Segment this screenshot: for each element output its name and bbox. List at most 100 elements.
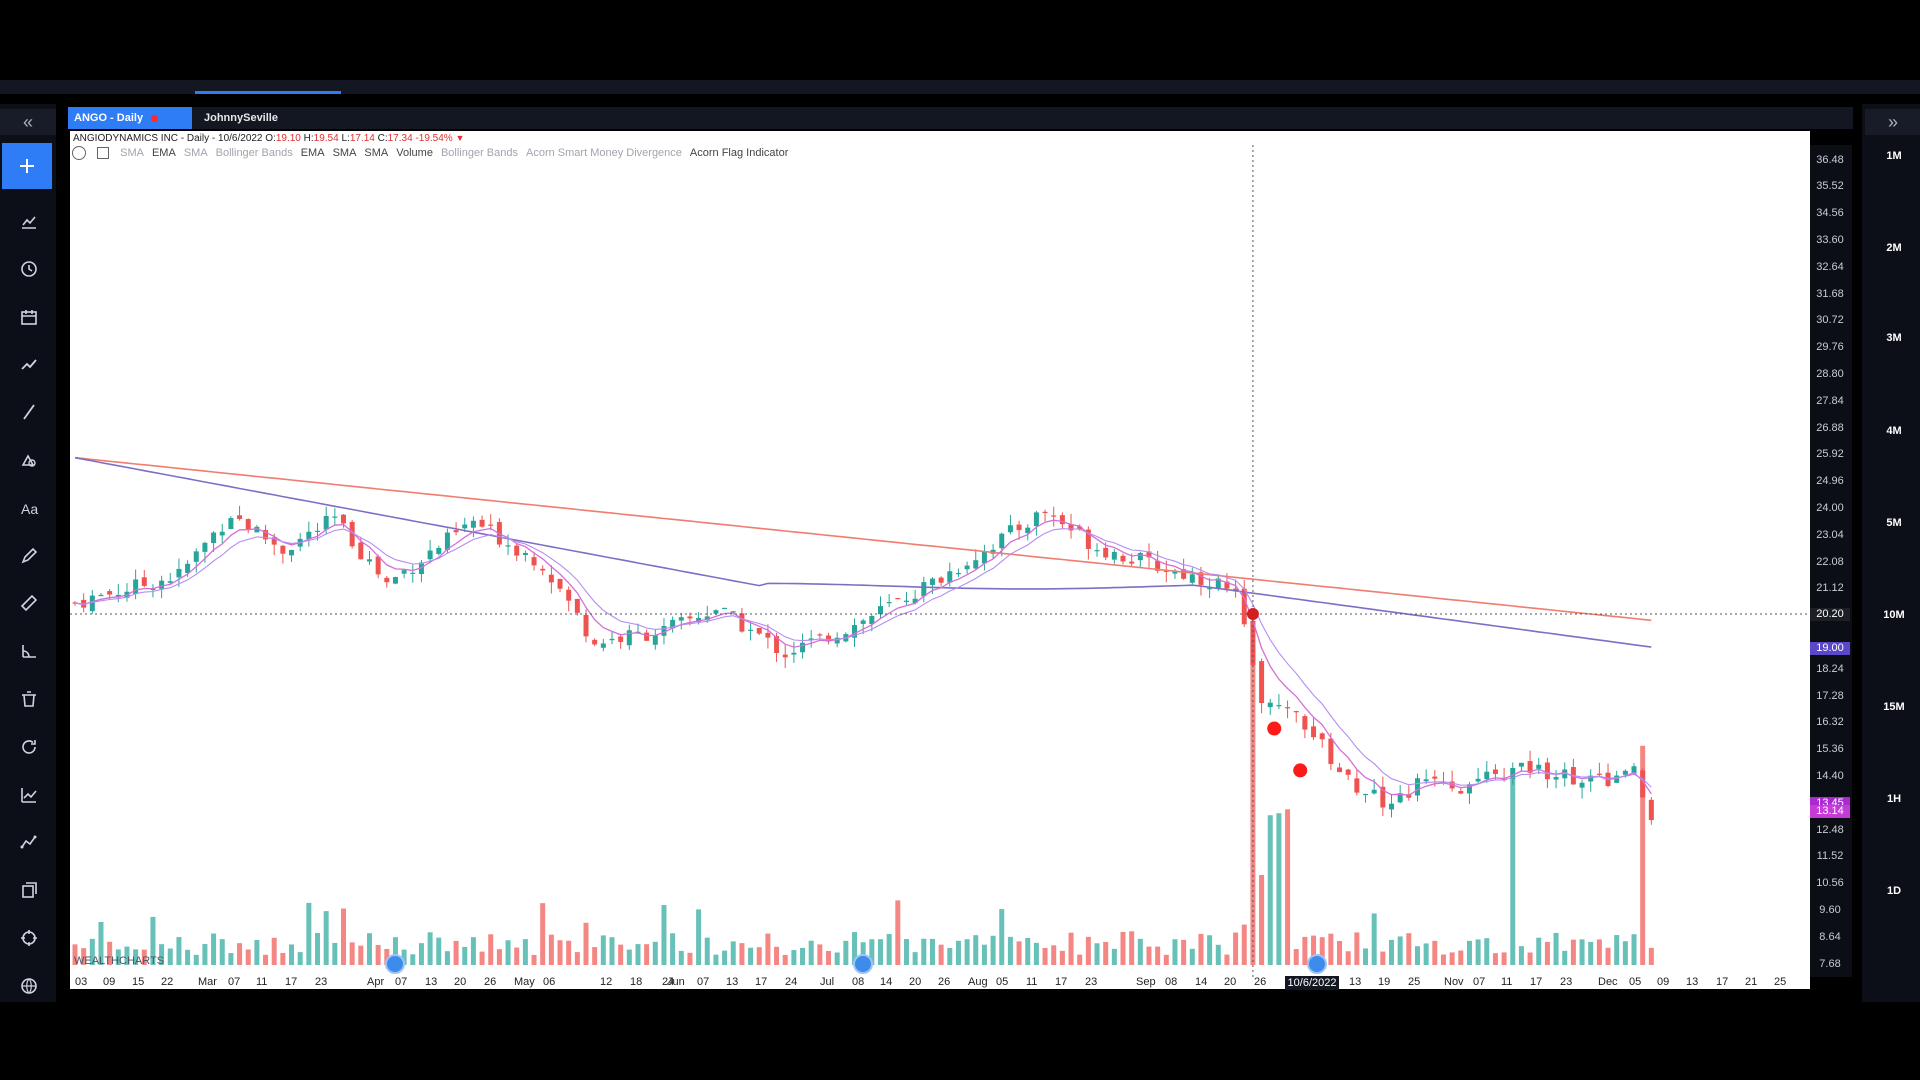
globe-tool-button[interactable] — [14, 971, 44, 1001]
indicator-label[interactable]: SMA — [364, 147, 389, 159]
volume-bar — [1033, 942, 1039, 965]
volume-bar — [921, 938, 927, 965]
time-tick: 13 — [726, 976, 739, 988]
crosshair-tool-button[interactable] — [14, 923, 44, 953]
volume-bar — [869, 939, 875, 965]
indicator-label[interactable]: SMA — [183, 147, 208, 159]
time-tick: 08 — [852, 976, 865, 988]
volume-bar — [1553, 932, 1559, 965]
timeframe-5m[interactable]: 5M — [1886, 517, 1902, 529]
tab-ango-daily[interactable]: ANGO - Daily — [68, 107, 192, 129]
hide-indicators-icon[interactable] — [72, 146, 86, 161]
volume-bar — [843, 940, 849, 965]
time-tick: 24 — [662, 976, 675, 988]
timeframe-2m[interactable]: 2M — [1886, 242, 1902, 254]
crosshair-icon — [21, 930, 37, 946]
pattern-tool-button[interactable] — [14, 827, 44, 857]
timeframe-1d[interactable]: 1D — [1886, 885, 1902, 897]
indicator-label[interactable]: Bollinger Bands — [440, 147, 519, 159]
volume-bar — [661, 905, 667, 965]
time-tick: Nov — [1444, 976, 1464, 988]
indicator-label[interactable]: Volume — [396, 147, 433, 159]
chart-canvas[interactable] — [70, 145, 1810, 977]
indicator-label[interactable]: EMA — [300, 147, 325, 159]
time-tick: 17 — [1530, 976, 1543, 988]
time-tick: 08 — [1165, 976, 1178, 988]
price-badge-sma: 19.00 — [1810, 641, 1850, 655]
time-tick: 20 — [1224, 976, 1237, 988]
collapse-right-button[interactable]: » — [1865, 109, 1920, 135]
candle — [1120, 555, 1126, 562]
time-tick: Dec — [1598, 976, 1618, 988]
volume-bar — [1337, 941, 1343, 965]
ruler-tool-button[interactable] — [14, 588, 44, 618]
high-label: H: — [303, 133, 314, 144]
tab-label: ANGO - Daily — [74, 112, 144, 124]
candle — [973, 560, 979, 569]
candle — [748, 629, 754, 631]
time-tick: 26 — [1254, 976, 1267, 988]
earnings-event-icon[interactable] — [853, 954, 873, 974]
volume-bar — [877, 939, 883, 965]
trend-tool-button[interactable] — [14, 349, 44, 379]
price-chart[interactable] — [70, 145, 1810, 977]
timeframe-4m[interactable]: 4M — [1886, 425, 1902, 437]
collapse-left-button[interactable]: « — [0, 109, 56, 135]
tab-user[interactable]: JohnnySeville — [198, 107, 318, 129]
add-tool-button[interactable] — [2, 143, 52, 189]
angle-tool-button[interactable] — [14, 636, 44, 666]
volume-bar — [618, 944, 624, 965]
trash-tool-button[interactable] — [14, 684, 44, 714]
volume-bar — [1622, 941, 1628, 965]
candle — [592, 639, 598, 645]
indicator-label[interactable]: Acorn Flag Indicator — [689, 147, 789, 159]
candle — [219, 531, 225, 536]
clock-tool-button[interactable] — [14, 254, 44, 284]
shapes-icon — [21, 454, 36, 467]
timeframe-3m[interactable]: 3M — [1886, 332, 1902, 344]
timeframe-15m[interactable]: 15M — [1883, 701, 1905, 713]
candle — [289, 549, 295, 556]
layers-tool-button[interactable] — [14, 875, 44, 905]
candle — [713, 610, 719, 614]
candle — [1588, 775, 1594, 782]
price-axis[interactable] — [1810, 145, 1852, 977]
indicator-label[interactable]: Acorn Smart Money Divergence — [526, 147, 682, 159]
indicator-tool-button[interactable] — [14, 780, 44, 810]
indicator-label[interactable]: SMA — [332, 147, 357, 159]
candle — [237, 515, 243, 519]
indicator-label[interactable]: SMA — [120, 147, 144, 159]
candle — [1137, 552, 1143, 561]
text-tool-tool-button[interactable]: Aa — [14, 493, 44, 523]
candle — [1432, 776, 1438, 779]
shapes-tool-button[interactable] — [14, 445, 44, 475]
candle — [687, 616, 693, 619]
chart-type-tool-button[interactable] — [14, 206, 44, 236]
line-tool-tool-button[interactable] — [14, 397, 44, 427]
collapse-indicators-icon[interactable] — [97, 147, 110, 160]
volume-bar — [1648, 947, 1654, 965]
time-tick: 07 — [395, 976, 408, 988]
candle — [427, 550, 433, 560]
candle — [1536, 764, 1542, 769]
timeframe-1h[interactable]: 1H — [1886, 793, 1902, 805]
timeframe-1m[interactable]: 1M — [1886, 150, 1902, 162]
refresh-tool-button[interactable] — [14, 732, 44, 762]
candle — [1207, 588, 1213, 590]
angle-icon — [22, 645, 36, 658]
indicator-label[interactable]: EMA — [151, 147, 176, 159]
time-tick: 07 — [1473, 976, 1486, 988]
earnings-event-icon[interactable] — [385, 954, 405, 974]
volume-bar — [1285, 809, 1291, 965]
time-axis[interactable] — [70, 977, 1810, 989]
volume-bar — [401, 949, 407, 965]
timeframe-10m[interactable]: 10M — [1883, 609, 1905, 621]
calendar-tool-button[interactable] — [14, 302, 44, 332]
volume-bar — [488, 934, 494, 965]
earnings-event-icon[interactable] — [1307, 954, 1327, 974]
indicator-label[interactable]: Bollinger Bands — [215, 147, 293, 159]
candle — [704, 616, 710, 621]
candle — [1250, 620, 1256, 665]
time-tick: 18 — [630, 976, 643, 988]
pencil-tool-button[interactable] — [14, 541, 44, 571]
